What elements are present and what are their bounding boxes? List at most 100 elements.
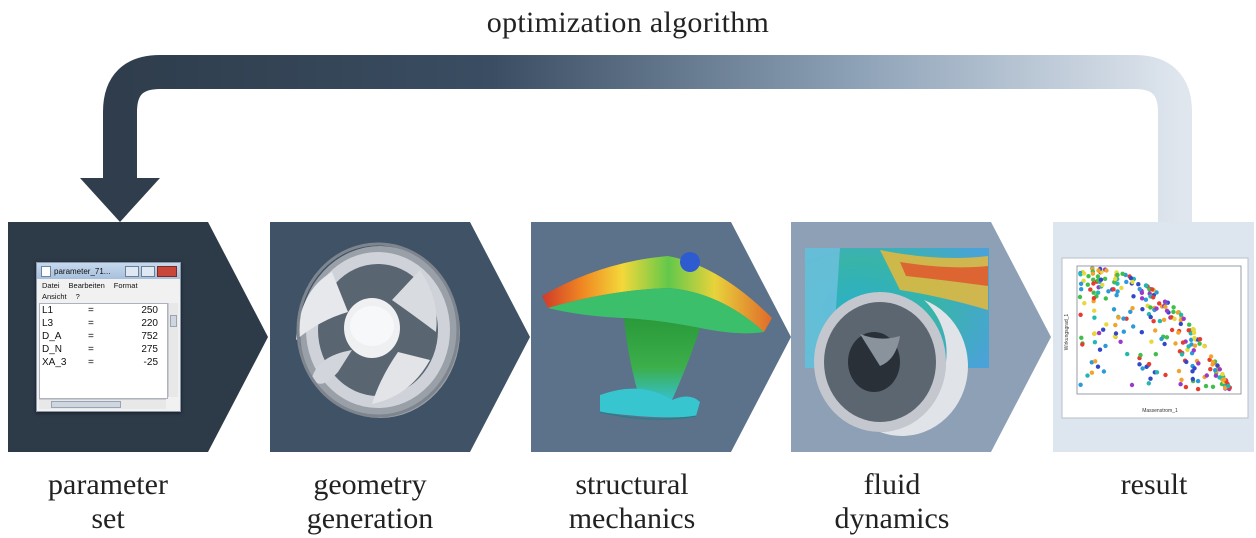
scatter-point bbox=[1162, 341, 1167, 347]
scatter-point bbox=[1178, 312, 1184, 317]
scatter-point bbox=[1192, 366, 1197, 371]
minimize-button[interactable] bbox=[125, 265, 139, 277]
scatter-point bbox=[1089, 370, 1095, 375]
scatter-point bbox=[1092, 340, 1098, 345]
step-label-geometry-generation: geometry generation bbox=[306, 468, 434, 535]
scatter-point bbox=[1217, 367, 1223, 372]
scatter-point bbox=[1136, 282, 1141, 287]
scatter-point bbox=[1116, 315, 1121, 320]
scatter-point bbox=[1115, 281, 1120, 286]
scatter-point bbox=[1180, 340, 1186, 345]
parameter-file-window[interactable]: parameter_71... Datei Bearbeiten Format … bbox=[36, 262, 181, 412]
scatter-point bbox=[1195, 378, 1201, 384]
scatter-point bbox=[1185, 347, 1190, 352]
scatter-point bbox=[1137, 362, 1142, 367]
scatter-point bbox=[1179, 377, 1184, 382]
menu-ansicht[interactable]: Ansicht bbox=[42, 292, 67, 301]
scatter-point bbox=[1154, 290, 1159, 295]
scatter-point bbox=[1119, 285, 1124, 291]
step-label-parameter-set: parameter set bbox=[48, 468, 168, 535]
scatter-point bbox=[1092, 315, 1097, 320]
scatter-point bbox=[1088, 287, 1093, 292]
scatter-point bbox=[1208, 367, 1213, 372]
scatter-point bbox=[1080, 342, 1085, 347]
menu-bearbeiten[interactable]: Bearbeiten bbox=[68, 281, 105, 290]
parameter-text-area[interactable]: L1 = 250 L3 = 220 D_A = 752 D_N = 275 XA_3 = -25 bbox=[39, 303, 168, 399]
scatter-point bbox=[1163, 372, 1168, 378]
feedback-arrowhead bbox=[80, 178, 160, 222]
scatter-point bbox=[1143, 297, 1149, 302]
scatter-point bbox=[1097, 347, 1103, 352]
scatter-point bbox=[1103, 296, 1109, 301]
scatter-point bbox=[1121, 329, 1127, 334]
vertical-scrollbar[interactable] bbox=[168, 303, 178, 397]
scatter-point bbox=[1079, 335, 1084, 340]
scatter-point bbox=[1179, 352, 1185, 357]
scatter-point bbox=[1114, 293, 1119, 298]
scatter-point bbox=[1093, 359, 1098, 364]
scatter-point bbox=[1130, 279, 1135, 285]
menu-format[interactable]: Format bbox=[113, 281, 138, 290]
menu-help[interactable]: ? bbox=[75, 292, 80, 301]
scatter-point bbox=[1102, 276, 1108, 281]
scatter-point bbox=[1085, 282, 1091, 287]
scatter-point bbox=[1096, 330, 1102, 336]
scatter-point bbox=[1178, 382, 1183, 387]
scatter-point bbox=[1089, 360, 1095, 365]
scrollbar-thumb[interactable] bbox=[51, 401, 121, 408]
scatter-point bbox=[1081, 271, 1087, 276]
window-menubar: Datei Bearbeiten Format Ansicht ? bbox=[37, 279, 180, 302]
horizontal-scrollbar[interactable] bbox=[39, 399, 166, 409]
scatter-point bbox=[1139, 296, 1145, 301]
scatter-point bbox=[1081, 278, 1086, 283]
scatter-point bbox=[1196, 361, 1201, 366]
window-titlebar[interactable]: parameter_71... bbox=[37, 263, 180, 279]
scatter-point bbox=[1091, 277, 1096, 282]
scatter-point bbox=[1153, 328, 1158, 333]
scatter-point bbox=[1157, 301, 1162, 306]
scatter-point bbox=[1181, 316, 1186, 321]
result-scatter-image: Massenstrom_1 Wirkungsgrad_1 bbox=[1061, 257, 1249, 419]
scatter-point bbox=[1085, 373, 1090, 378]
close-button[interactable] bbox=[157, 265, 177, 277]
scatter-point bbox=[1113, 276, 1118, 282]
maximize-button[interactable] bbox=[141, 265, 155, 277]
result-ylabel: Wirkungsgrad_1 bbox=[1064, 314, 1070, 351]
scatter-point bbox=[1128, 276, 1134, 281]
menu-datei[interactable]: Datei bbox=[42, 281, 60, 290]
scatter-point bbox=[1129, 382, 1135, 388]
scatter-point bbox=[1106, 289, 1111, 294]
scatter-point bbox=[1091, 296, 1097, 301]
scatter-point bbox=[1148, 314, 1153, 320]
scatter-point bbox=[1148, 305, 1153, 310]
scatter-point bbox=[1173, 341, 1178, 346]
scatter-point bbox=[1148, 376, 1153, 381]
scatter-point bbox=[1189, 342, 1194, 347]
scatter-point bbox=[1175, 310, 1181, 315]
scatter-point bbox=[1104, 268, 1109, 273]
scatter-point bbox=[1203, 383, 1209, 389]
scatter-point bbox=[1077, 294, 1083, 300]
scatter-point bbox=[1078, 382, 1083, 387]
scatter-point bbox=[1157, 318, 1163, 324]
scatter-point bbox=[1098, 277, 1104, 282]
impeller-geometry-image bbox=[296, 242, 460, 418]
scatter-point bbox=[1128, 309, 1133, 314]
scatter-point bbox=[1131, 324, 1136, 329]
scatter-point bbox=[1092, 331, 1097, 336]
scatter-point bbox=[1176, 330, 1181, 335]
scatter-point bbox=[1139, 290, 1145, 295]
window-title: parameter_71... bbox=[54, 266, 111, 276]
scatter-point bbox=[1186, 328, 1191, 333]
parameter-row: XA_3 = -25 bbox=[42, 357, 158, 368]
scatter-point bbox=[1091, 290, 1096, 295]
scatter-point bbox=[1161, 317, 1167, 322]
scatter-point bbox=[1162, 299, 1168, 304]
scatter-point bbox=[1111, 307, 1117, 312]
structural-fem-image bbox=[542, 252, 772, 420]
scatter-point bbox=[1197, 341, 1202, 346]
scatter-point bbox=[1095, 364, 1101, 369]
scatter-point bbox=[1104, 322, 1109, 327]
scrollbar-thumb[interactable] bbox=[170, 315, 177, 327]
